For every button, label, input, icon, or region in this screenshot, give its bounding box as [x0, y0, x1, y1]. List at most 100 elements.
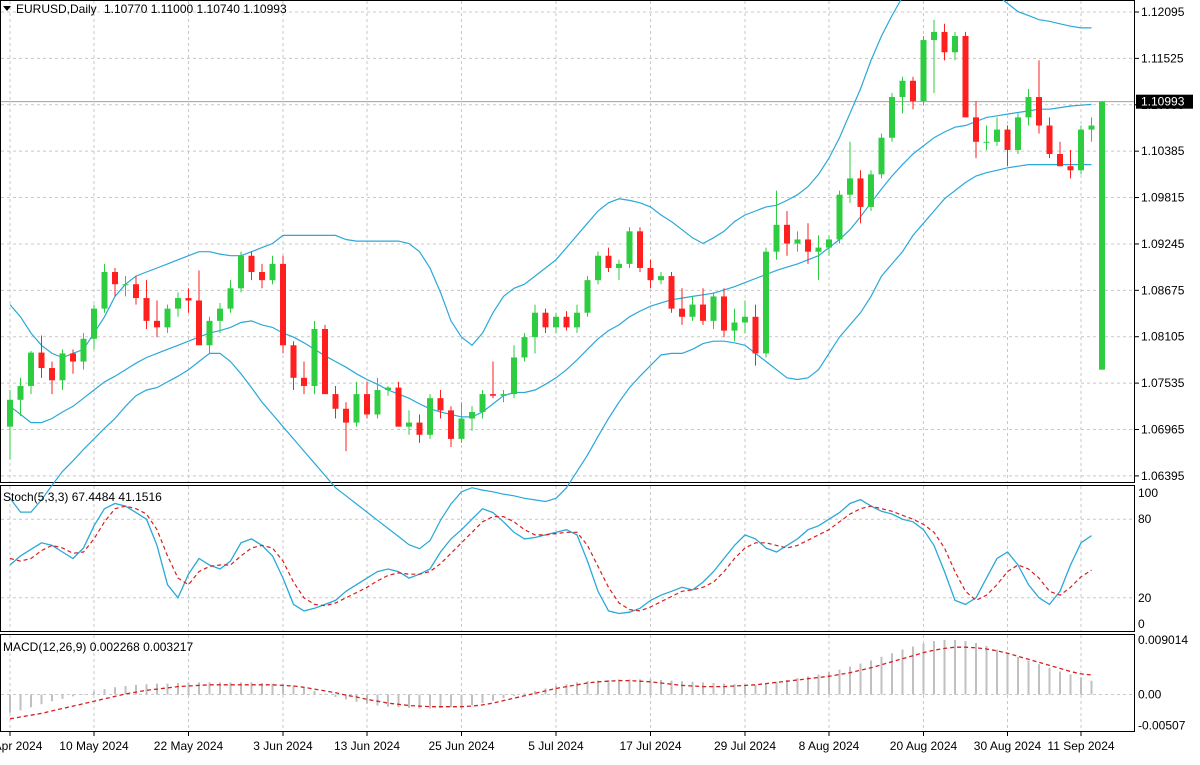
x-tick-label: 20 Aug 2024 [890, 739, 958, 753]
bull-candle [994, 129, 1000, 142]
candlesticks [7, 19, 1105, 460]
bear-candle [910, 80, 916, 102]
y-tick-label: 1.11525 [1141, 51, 1184, 65]
bollinger-lower-line [9, 164, 1092, 550]
y-tick-label: 1.08105 [1141, 330, 1185, 344]
bear-candle [941, 31, 948, 53]
bear-candle [364, 394, 370, 415]
bull-candle [595, 255, 601, 281]
stoch-tick-label: 80 [1138, 512, 1152, 526]
bull-candle [1088, 125, 1095, 130]
bull-candle [794, 239, 801, 244]
bull-candle [353, 394, 360, 423]
x-tick-label: 30 Aug 2024 [974, 739, 1042, 753]
bear-candle [1046, 125, 1053, 155]
bull-candle [731, 322, 738, 331]
bear-candle [563, 316, 570, 328]
bull-candle [710, 296, 717, 321]
bull-candle [374, 390, 381, 415]
stochastic-lines [9, 498, 1092, 615]
bear-candle [133, 284, 139, 299]
bear-candle [1004, 129, 1011, 150]
bear-candle [154, 320, 160, 328]
bear-candle [647, 267, 654, 281]
bear-candle [332, 394, 339, 409]
bull-candle [742, 316, 748, 323]
bear-candle [752, 316, 759, 354]
bull-candle [1025, 97, 1032, 118]
bull-candle [238, 255, 244, 289]
macd-tick-label: -0.00507 [1138, 718, 1186, 732]
bear-candle [973, 117, 979, 142]
bull-candle [1099, 101, 1105, 370]
bull-candle [899, 80, 906, 98]
bull-candle [7, 399, 13, 427]
y-tick-label: 1.07535 [1141, 376, 1185, 390]
bear-candle [784, 224, 790, 244]
macd-plot [9, 639, 1093, 720]
stoch-title: Stoch(5,3,3) 67.4484 41.1516 [3, 490, 162, 504]
bull-candle [469, 412, 475, 419]
x-tick-label: 11 Sep 2024 [1047, 739, 1114, 753]
x-tick-label: 22 May 2024 [154, 739, 224, 753]
bull-candle [584, 280, 591, 313]
bull-candle [553, 316, 559, 328]
bear-candle [49, 368, 55, 381]
bull-candle [101, 272, 108, 309]
bull-candle [1015, 117, 1021, 150]
bear-candle [668, 276, 675, 309]
bear-candle [185, 298, 192, 301]
stoch-tick-label: 0 [1138, 617, 1145, 631]
bull-candle [920, 40, 927, 102]
bull-candle [311, 328, 318, 386]
bull-candle [59, 353, 66, 381]
bull-candle [931, 31, 937, 41]
stoch-tick-label: 100 [1138, 486, 1158, 500]
stoch-panel-frame [0, 485, 1135, 632]
bear-candle [343, 408, 349, 423]
bear-candle [322, 328, 328, 395]
last-price-box [1136, 94, 1193, 109]
bull-candle [175, 298, 181, 309]
bull-candle [500, 394, 507, 396]
bull-candle [122, 284, 129, 286]
bear-candle [437, 398, 444, 411]
bull-candle [164, 308, 171, 328]
bollinger-middle-line [9, 103, 1092, 424]
macd-tick-label: 0.009014 [1138, 633, 1188, 647]
bear-candle [259, 272, 265, 281]
last-price-label: 1.10993 [1141, 95, 1185, 109]
x-tick-label: 29 Jul 2024 [714, 739, 776, 753]
bull-candle [406, 422, 412, 427]
x-tick-label: 17 Jul 2024 [619, 739, 681, 753]
bear-candle [700, 304, 706, 321]
bear-candle [721, 296, 727, 331]
bull-candle [574, 312, 580, 328]
x-tick-label: 30 Apr 2024 [0, 739, 43, 753]
y-tick-label: 1.12095 [1141, 5, 1185, 19]
bull-candle [427, 398, 433, 435]
bull-candle [889, 97, 895, 138]
bull-candle [616, 263, 622, 268]
y-tick-label: 1.08675 [1141, 283, 1185, 297]
bull-candle [17, 385, 24, 400]
bear-candle [962, 35, 969, 118]
x-tick-label: 10 May 2024 [59, 739, 129, 753]
bear-candle [1057, 154, 1063, 167]
bull-candle [269, 263, 276, 281]
bear-candle [112, 272, 118, 285]
bull-candle [658, 276, 664, 281]
bear-candle [70, 353, 76, 362]
bear-candle [248, 255, 255, 273]
menu-triangle-icon[interactable] [3, 6, 11, 11]
bull-candle [763, 251, 769, 354]
bull-candle [91, 308, 97, 339]
bear-candle [637, 231, 643, 268]
y-tick-label: 1.06965 [1141, 423, 1185, 437]
price-axis: 1.120951.115251.109551.103851.098151.092… [1134, 5, 1193, 732]
bear-candle [1036, 97, 1042, 126]
stoch-signal-line [9, 505, 1092, 612]
y-tick-label: 1.10385 [1141, 144, 1185, 158]
bear-candle [301, 377, 307, 386]
